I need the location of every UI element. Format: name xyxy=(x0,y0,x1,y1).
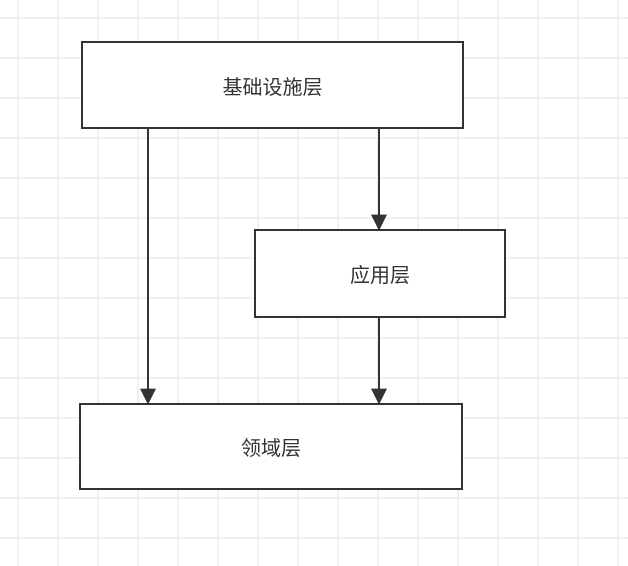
node-app-label: 应用层 xyxy=(350,259,410,288)
flowchart-diagram: 基础设施层 应用层 领域层 xyxy=(0,0,628,566)
node-infra: 基础设施层 xyxy=(81,41,464,129)
node-infra-label: 基础设施层 xyxy=(223,71,323,100)
node-app: 应用层 xyxy=(254,229,506,318)
node-domain: 领域层 xyxy=(79,403,463,490)
node-domain-label: 领域层 xyxy=(241,432,301,461)
